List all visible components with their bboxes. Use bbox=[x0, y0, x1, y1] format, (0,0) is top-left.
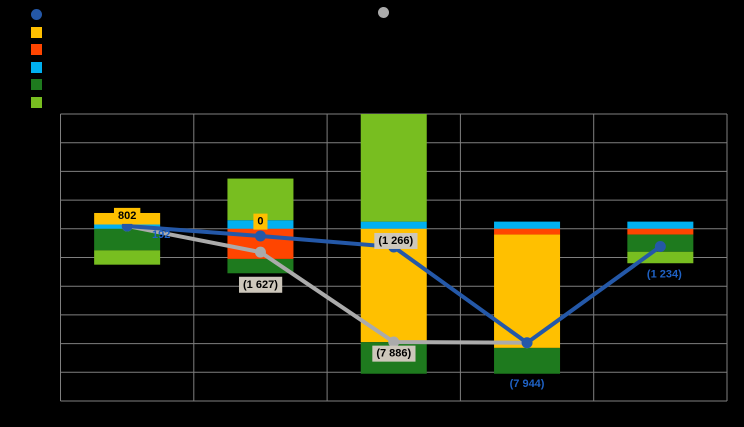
bar-segment-red-orange bbox=[494, 228, 561, 235]
data-label: 802 bbox=[118, 210, 136, 222]
legend-item-orange-series bbox=[31, 24, 48, 42]
legend-item-red-orange-series bbox=[31, 41, 48, 59]
bar-segment-light-green bbox=[94, 250, 161, 265]
blue-line-marker bbox=[254, 230, 266, 242]
bar-segment-dark-green bbox=[94, 228, 161, 251]
legend bbox=[31, 6, 48, 111]
bar-segment-light-green bbox=[627, 251, 694, 264]
data-label: (1 266) bbox=[378, 235, 413, 247]
light-green-series-swatch-icon bbox=[31, 96, 42, 108]
blue-line-marker bbox=[521, 337, 533, 349]
legend-item-cyan-series bbox=[31, 59, 48, 77]
data-label: (1 627) bbox=[243, 279, 278, 291]
bar-segment-orange bbox=[494, 234, 561, 348]
legend-item-gray-line-series bbox=[378, 4, 395, 22]
cyan-series-swatch-icon bbox=[31, 61, 42, 73]
bar-segment-cyan bbox=[360, 221, 427, 229]
legend-item-dark-green-series bbox=[31, 76, 48, 94]
data-label: (7 886) bbox=[376, 348, 411, 360]
gray-line-marker bbox=[388, 336, 400, 348]
data-label-bg bbox=[372, 345, 416, 362]
bar-segment-light-green bbox=[360, 114, 427, 222]
bar-segment-cyan bbox=[627, 221, 694, 229]
legend-gray-line bbox=[378, 4, 395, 22]
blue-line-marker bbox=[654, 241, 666, 253]
data-label-bg bbox=[239, 276, 283, 293]
gray-line-marker bbox=[254, 246, 266, 258]
blue-line-series-swatch-icon bbox=[31, 9, 42, 21]
gray-line bbox=[126, 224, 528, 345]
orange-series-swatch-icon bbox=[31, 26, 42, 38]
data-label: 192 bbox=[152, 229, 170, 241]
data-label-bg bbox=[113, 207, 141, 224]
data-label: (1 234) bbox=[647, 269, 682, 281]
red-orange-series-swatch-icon bbox=[31, 44, 42, 56]
legend-item-blue-line-series bbox=[31, 6, 48, 24]
legend-item-light-green-series bbox=[31, 94, 48, 112]
bar-segment-light-green bbox=[227, 178, 294, 221]
bar-segment-cyan bbox=[494, 221, 561, 229]
data-label: (7 944) bbox=[510, 378, 545, 390]
data-label-bg bbox=[253, 213, 268, 230]
bar-segment-red-orange bbox=[627, 228, 694, 235]
bar-segment-dark-green bbox=[494, 347, 561, 374]
data-label-bg bbox=[374, 232, 418, 249]
dark-green-series-swatch-icon bbox=[31, 79, 42, 91]
gray-line-series-swatch-icon bbox=[378, 7, 389, 19]
data-label: 0 bbox=[257, 216, 263, 228]
